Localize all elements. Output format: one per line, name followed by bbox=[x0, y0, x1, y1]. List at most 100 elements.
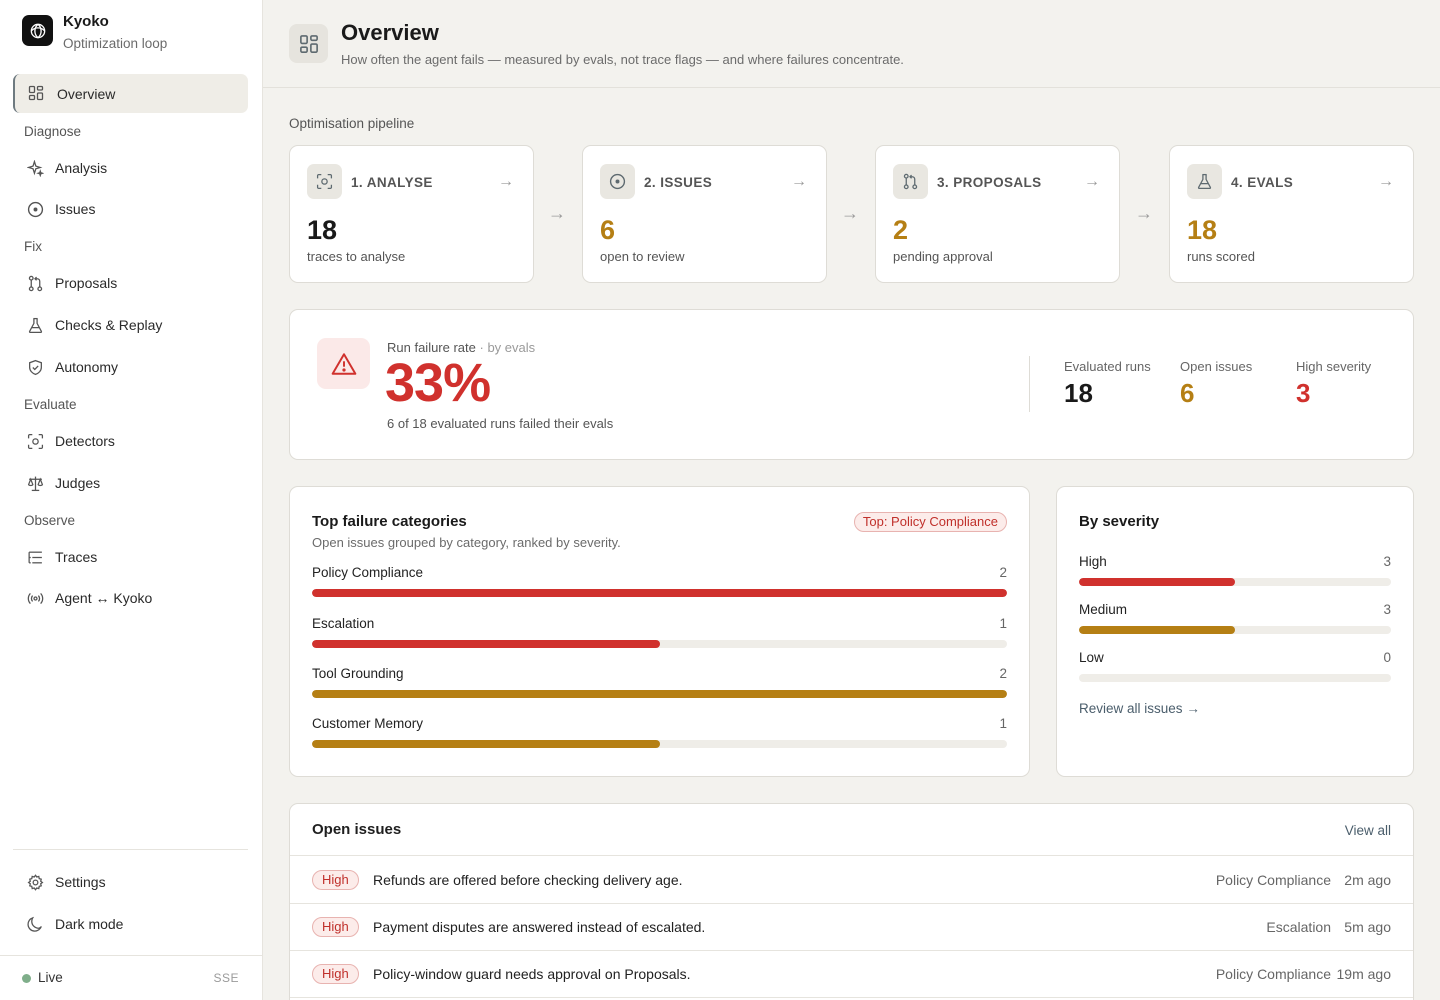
nav-item-autonomy[interactable]: Autonomy bbox=[26, 356, 118, 378]
severity-label: Medium bbox=[1079, 602, 1128, 617]
nav-item-analysis[interactable]: Analysis bbox=[26, 157, 107, 179]
review-all-issues-link[interactable]: Review all issues → bbox=[1079, 701, 1200, 716]
nav-item-checks-replay[interactable]: Checks & Replay bbox=[26, 314, 162, 336]
shield-icon bbox=[26, 358, 44, 376]
section-observe: Observe bbox=[24, 513, 76, 528]
broadcast-icon bbox=[26, 589, 44, 607]
app-name: Kyoko bbox=[63, 13, 109, 30]
brand[interactable]: Kyoko Optimization loop bbox=[22, 12, 167, 53]
severity-card: By severity High 3 Medium 3 Low 0 Review all … bbox=[1056, 486, 1414, 777]
connection-status: Live SSE bbox=[0, 955, 263, 1000]
nav-item-overview[interactable]: Overview bbox=[13, 74, 248, 113]
category-bar-fill bbox=[312, 589, 1007, 597]
card-subtitle: Open issues grouped by category, ranked … bbox=[312, 535, 621, 550]
alert-triangle-icon bbox=[317, 338, 370, 389]
nav-item-judges[interactable]: Judges bbox=[26, 472, 100, 494]
arrow-right-icon: → bbox=[548, 203, 566, 223]
sparkle-icon bbox=[26, 159, 44, 177]
arrow-right-icon: → bbox=[1378, 173, 1394, 190]
failure-rate-caption: 6 of 18 evaluated runs failed their eval… bbox=[387, 416, 614, 431]
transport-label: SSE bbox=[213, 971, 239, 985]
issue-row[interactable]: High Payment disputes are answered instea… bbox=[290, 904, 1413, 951]
target-icon bbox=[26, 200, 44, 218]
page-subtitle: How often the agent fails — measured by … bbox=[341, 52, 904, 67]
stage-card-proposals[interactable]: 3. PROPOSALS → 2 pending approval bbox=[875, 145, 1120, 283]
scale-icon bbox=[26, 474, 44, 492]
sidebar-divider bbox=[13, 849, 248, 850]
nav-item-dark-mode[interactable]: Dark mode bbox=[26, 913, 123, 935]
card-title: By severity bbox=[1079, 513, 1160, 530]
category-row[interactable]: Customer Memory 1 bbox=[312, 716, 1007, 748]
link-label: Review all issues bbox=[1079, 701, 1183, 716]
category-row[interactable]: Escalation 1 bbox=[312, 616, 1007, 648]
category-row[interactable]: Policy Compliance 2 bbox=[312, 565, 1007, 597]
flask-icon bbox=[26, 316, 44, 334]
nav-item-issues[interactable]: Issues bbox=[26, 198, 95, 220]
stage-value: 6 bbox=[600, 215, 616, 245]
nav-item-settings[interactable]: Settings bbox=[26, 871, 106, 893]
category-label: Escalation bbox=[312, 616, 375, 631]
stage-value: 2 bbox=[893, 215, 909, 245]
category-count: 2 bbox=[999, 666, 1007, 681]
arrow-right-icon: → bbox=[841, 203, 859, 223]
issue-title: Payment disputes are answered instead of… bbox=[373, 919, 706, 935]
stage-card-issues[interactable]: 2. ISSUES → 6 open to review bbox=[582, 145, 827, 283]
nav-item-traces[interactable]: Traces bbox=[26, 546, 97, 568]
category-count: 1 bbox=[999, 616, 1007, 631]
nav-item-proposals[interactable]: Proposals bbox=[26, 272, 117, 294]
severity-bar-track bbox=[1079, 626, 1391, 634]
stage-title: 3. PROPOSALS bbox=[937, 175, 1042, 190]
severity-bar-track bbox=[1079, 674, 1391, 682]
severity-row[interactable]: Low 0 bbox=[1079, 650, 1391, 682]
category-row[interactable]: Tool Grounding 2 bbox=[312, 666, 1007, 698]
issue-category: Policy Compliance bbox=[1215, 872, 1331, 888]
arrow-right-icon: → bbox=[1084, 173, 1100, 190]
issue-row[interactable]: High Policy-window guard needs approval o… bbox=[290, 951, 1413, 998]
list-tree-icon bbox=[26, 548, 44, 566]
severity-row[interactable]: Medium 3 bbox=[1079, 602, 1391, 634]
arrow-right-icon: → bbox=[1186, 701, 1200, 716]
nav-item-agent-kyoko[interactable]: Agent ↔ Kyoko bbox=[26, 587, 152, 609]
nav-item-detectors[interactable]: Detectors bbox=[26, 430, 115, 452]
stage-card-analyse[interactable]: 1. ANALYSE → 18 traces to analyse bbox=[289, 145, 534, 283]
kyoko-logo-icon bbox=[22, 15, 53, 46]
nav-item-label: Checks & Replay bbox=[55, 317, 163, 333]
pipeline-label: Optimisation pipeline bbox=[289, 116, 415, 131]
open-issues-header: Open issues View all bbox=[290, 804, 1413, 856]
arrow-right-icon: → bbox=[1135, 203, 1153, 223]
category-bar-fill bbox=[312, 740, 660, 748]
failure-rate-title: Run failure rate bbox=[387, 340, 476, 355]
nav-item-label: Proposals bbox=[55, 275, 118, 291]
category-label: Policy Compliance bbox=[312, 565, 424, 580]
stage-card-evals[interactable]: 4. EVALS → 18 runs scored bbox=[1169, 145, 1414, 283]
severity-count: 3 bbox=[1383, 554, 1391, 569]
section-fix: Fix bbox=[24, 239, 42, 254]
nav-item-label: Dark mode bbox=[55, 916, 124, 932]
stage-title: 1. ANALYSE bbox=[351, 175, 433, 190]
nav-item-label: Judges bbox=[55, 475, 101, 491]
stat-open-issues: Open issues 6 bbox=[1180, 359, 1252, 409]
issue-row[interactable]: High Refunds are offered before checking … bbox=[290, 857, 1413, 904]
nav-item-label: Autonomy bbox=[55, 359, 119, 375]
nav-item-label: Detectors bbox=[55, 433, 115, 449]
category-count: 2 bbox=[999, 565, 1007, 580]
failure-categories-card: Top failure categories Open issues group… bbox=[289, 486, 1030, 777]
stage-value: 18 bbox=[307, 215, 338, 245]
scan-icon bbox=[26, 432, 44, 450]
category-bar-track bbox=[312, 690, 1007, 698]
severity-row[interactable]: High 3 bbox=[1079, 554, 1391, 586]
view-all-link[interactable]: View all bbox=[1344, 823, 1391, 838]
nav-item-label: Agent ↔ Kyoko bbox=[55, 590, 153, 606]
top-category-badge: Top: Policy Compliance bbox=[853, 512, 1007, 532]
live-status-label: Live bbox=[38, 970, 63, 985]
nav-item-label: Issues bbox=[55, 201, 96, 217]
severity-bar-track bbox=[1079, 578, 1391, 586]
issue-category: Policy Compliance bbox=[1215, 966, 1331, 982]
stat-label: Evaluated runs bbox=[1064, 359, 1151, 374]
open-issues-card: Open issues View all High Refunds are off… bbox=[289, 803, 1414, 1000]
page-title: Overview bbox=[341, 20, 439, 45]
stat-value: 18 bbox=[1064, 378, 1093, 408]
severity-badge: High bbox=[312, 870, 359, 890]
stage-caption: traces to analyse bbox=[307, 249, 406, 264]
stage-caption: open to review bbox=[600, 249, 685, 264]
